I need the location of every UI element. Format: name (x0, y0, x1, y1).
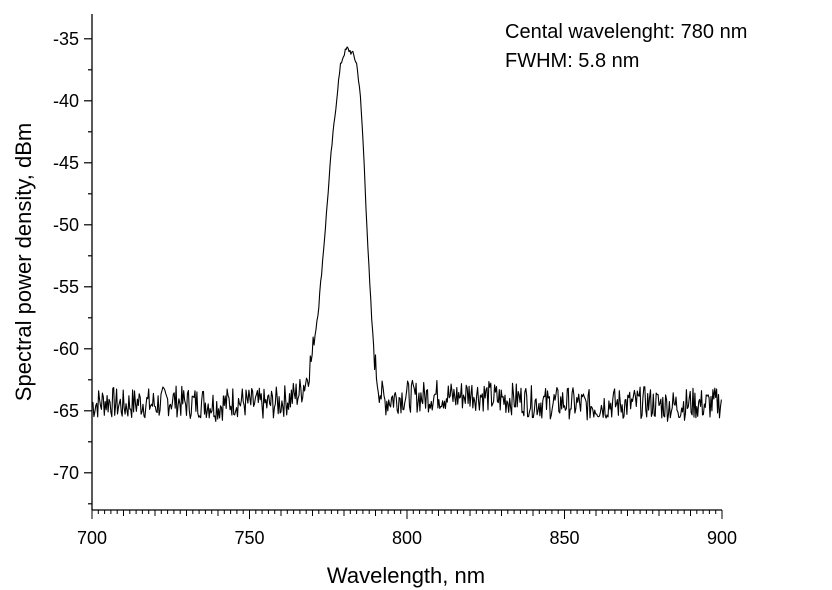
y-tick-label: -50 (53, 215, 79, 235)
y-tick-label: -40 (53, 91, 79, 111)
x-tick-label: 800 (392, 528, 422, 548)
y-tick-label: -60 (53, 339, 79, 359)
annotation-central-wavelength: Cental wavelenght: 780 nm (505, 21, 747, 43)
x-tick-label: 700 (77, 528, 107, 548)
plot-axes (91, 14, 722, 511)
x-axis-label: Wavelength, nm (327, 563, 485, 588)
y-axis-label: Spectral power density, dBm (11, 123, 36, 401)
y-tick-label: -55 (53, 277, 79, 297)
series-layer (91, 46, 722, 422)
x-tick-label: 750 (234, 528, 264, 548)
x-axis-ticks: 700 750 800 850 900 (77, 510, 737, 548)
y-axis-ticks: -70 -65 -60 -55 -50 -45 -40 -35 (53, 29, 92, 505)
x-tick-label: 850 (549, 528, 579, 548)
y-tick-label: -45 (53, 153, 79, 173)
y-tick-label: -65 (53, 401, 79, 421)
x-tick-label: 900 (707, 528, 737, 548)
y-tick-label: -70 (53, 463, 79, 483)
y-tick-label: -35 (53, 29, 79, 49)
spectrum-series-line (91, 46, 722, 422)
annotation-fwhm: FWHM: 5.8 nm (505, 50, 639, 72)
